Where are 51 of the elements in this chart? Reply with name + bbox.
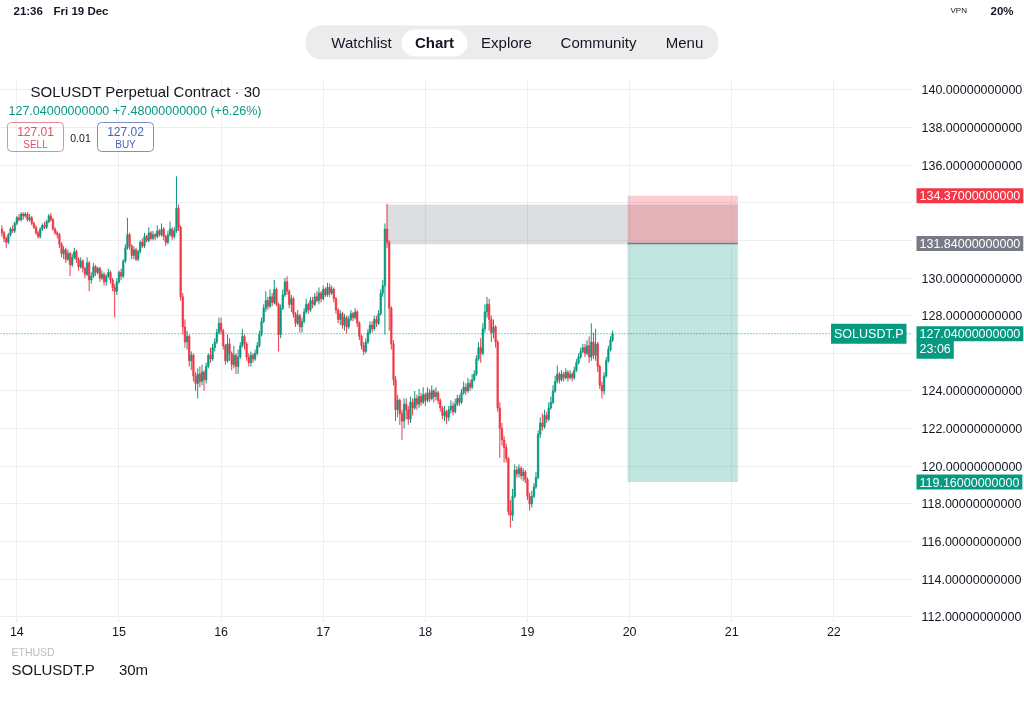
text: 20% <box>990 4 1014 17</box>
x-tick-label: 18 <box>418 624 433 639</box>
text: 23:06 <box>919 341 951 356</box>
text: 30m <box>118 661 149 678</box>
text: Fri 19 Dec <box>53 4 110 17</box>
y-tick-label: 114.00000000000 <box>921 572 1022 587</box>
x-tick-label: 17 <box>316 624 331 639</box>
candlestick <box>451 401 455 416</box>
y-tick-label: 122.00000000000 <box>921 422 1023 437</box>
y-tick-label: 124.00000000000 <box>921 384 1023 399</box>
text: Watchlist <box>331 34 393 51</box>
text: 134.37000000000 <box>919 189 1021 204</box>
text: VPN <box>950 6 968 15</box>
x-tick-label: 22 <box>826 624 841 639</box>
x-tick-label: 15 <box>112 624 126 639</box>
y-tick-label: 138.00000000000 <box>921 120 1023 135</box>
y-tick-label: 120.00000000000 <box>921 459 1023 474</box>
chart-title: SOLUSDT Perpetual Contract · 30 <box>30 83 261 100</box>
x-tick-label: 21 <box>724 624 739 639</box>
annotation: BUY <box>115 139 137 150</box>
annotation: 127.01 <box>17 125 55 139</box>
y-tick-label: 112.00000000000 <box>921 610 1022 625</box>
text: 119.16000000000 <box>919 475 1020 490</box>
text: Chart <box>414 34 455 51</box>
text: 127.04000000000 <box>919 327 1021 342</box>
annotation: 127.02 <box>107 125 145 139</box>
x-tick-label: 16 <box>214 624 229 639</box>
y-tick-label: 136.00000000000 <box>921 158 1023 173</box>
text: Explore <box>481 34 532 51</box>
text: ETHUSD <box>11 645 56 658</box>
y-tick-label: 130.00000000000 <box>921 271 1023 286</box>
text: 127.04000000000 +7.48000000000 (+6.26%) <box>8 103 262 118</box>
text: 131.84000000000 <box>919 236 1021 251</box>
candlestick <box>417 388 421 409</box>
candlestick <box>317 286 320 305</box>
x-tick-label: 20 <box>622 624 637 639</box>
text: Menu <box>665 34 704 51</box>
y-tick-label: 140.00000000000 <box>921 83 1023 98</box>
text: 21:36 <box>13 4 43 17</box>
x-tick-label: 14 <box>9 624 24 639</box>
text: SOLUSDT.P <box>11 661 95 678</box>
x-tick-label: 19 <box>520 624 535 639</box>
y-tick-label: 118.00000000000 <box>921 497 1022 512</box>
text: Community <box>560 34 637 51</box>
annotation: SELL <box>23 139 49 150</box>
ref-line-label: SOLUSDT.P <box>834 326 904 341</box>
y-tick-label: 116.00000000000 <box>921 535 1022 550</box>
y-tick-label: 128.00000000000 <box>921 309 1023 324</box>
annotation: 0.01 <box>70 131 91 144</box>
candlestick <box>226 334 229 364</box>
candlestick <box>0 224 3 238</box>
